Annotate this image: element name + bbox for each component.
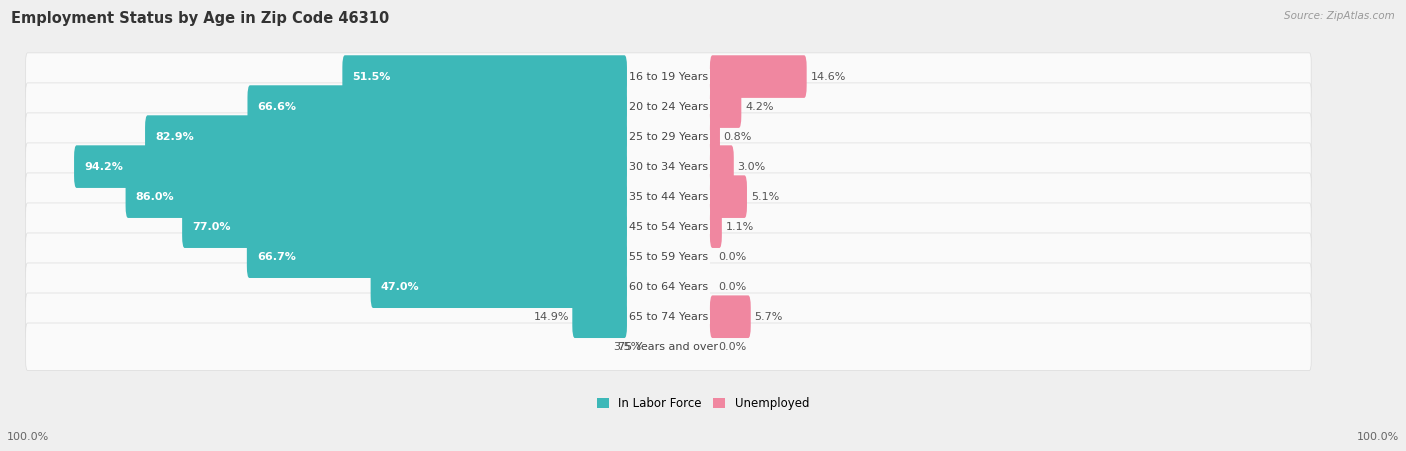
FancyBboxPatch shape	[183, 205, 627, 248]
Text: 82.9%: 82.9%	[155, 132, 194, 142]
Text: 0.0%: 0.0%	[718, 252, 747, 262]
Text: 16 to 19 Years: 16 to 19 Years	[628, 72, 709, 82]
Text: Source: ZipAtlas.com: Source: ZipAtlas.com	[1284, 11, 1395, 21]
Text: 3.5%: 3.5%	[613, 342, 641, 352]
Text: 45 to 54 Years: 45 to 54 Years	[628, 221, 709, 232]
FancyBboxPatch shape	[25, 83, 1312, 130]
FancyBboxPatch shape	[371, 265, 627, 308]
Text: 94.2%: 94.2%	[84, 161, 122, 172]
Text: 66.6%: 66.6%	[257, 101, 297, 111]
FancyBboxPatch shape	[25, 53, 1312, 100]
Text: 35 to 44 Years: 35 to 44 Years	[628, 192, 709, 202]
Text: 75 Years and over: 75 Years and over	[619, 342, 718, 352]
Text: 30 to 34 Years: 30 to 34 Years	[628, 161, 709, 172]
Text: 5.1%: 5.1%	[751, 192, 779, 202]
FancyBboxPatch shape	[145, 115, 627, 158]
FancyBboxPatch shape	[25, 233, 1312, 281]
Text: 47.0%: 47.0%	[381, 282, 419, 292]
Text: 100.0%: 100.0%	[1357, 432, 1399, 442]
Text: 77.0%: 77.0%	[193, 221, 231, 232]
Text: 25 to 29 Years: 25 to 29 Years	[628, 132, 709, 142]
Legend: In Labor Force, Unemployed: In Labor Force, Unemployed	[598, 397, 808, 410]
FancyBboxPatch shape	[25, 203, 1312, 250]
FancyBboxPatch shape	[75, 145, 627, 188]
Text: Employment Status by Age in Zip Code 46310: Employment Status by Age in Zip Code 463…	[11, 11, 389, 26]
Text: 5.7%: 5.7%	[755, 312, 783, 322]
Text: 1.1%: 1.1%	[725, 221, 754, 232]
Text: 86.0%: 86.0%	[135, 192, 174, 202]
Text: 0.0%: 0.0%	[718, 282, 747, 292]
Text: 4.2%: 4.2%	[745, 101, 773, 111]
Text: 51.5%: 51.5%	[353, 72, 391, 82]
FancyBboxPatch shape	[572, 295, 627, 338]
FancyBboxPatch shape	[25, 173, 1312, 221]
Text: 60 to 64 Years: 60 to 64 Years	[628, 282, 709, 292]
FancyBboxPatch shape	[25, 263, 1312, 310]
Text: 65 to 74 Years: 65 to 74 Years	[628, 312, 709, 322]
Text: 20 to 24 Years: 20 to 24 Years	[628, 101, 709, 111]
FancyBboxPatch shape	[710, 295, 751, 338]
Text: 66.7%: 66.7%	[257, 252, 295, 262]
Text: 55 to 59 Years: 55 to 59 Years	[628, 252, 709, 262]
FancyBboxPatch shape	[25, 293, 1312, 341]
Text: 3.0%: 3.0%	[738, 161, 766, 172]
FancyBboxPatch shape	[342, 55, 627, 98]
FancyBboxPatch shape	[710, 85, 741, 128]
Text: 14.9%: 14.9%	[534, 312, 569, 322]
FancyBboxPatch shape	[25, 323, 1312, 370]
Text: 100.0%: 100.0%	[7, 432, 49, 442]
Text: 14.6%: 14.6%	[810, 72, 846, 82]
Text: 0.8%: 0.8%	[724, 132, 752, 142]
FancyBboxPatch shape	[125, 175, 627, 218]
FancyBboxPatch shape	[710, 115, 720, 158]
FancyBboxPatch shape	[25, 143, 1312, 190]
FancyBboxPatch shape	[247, 85, 627, 128]
FancyBboxPatch shape	[710, 55, 807, 98]
FancyBboxPatch shape	[710, 205, 721, 248]
FancyBboxPatch shape	[710, 145, 734, 188]
FancyBboxPatch shape	[710, 175, 747, 218]
FancyBboxPatch shape	[25, 113, 1312, 160]
FancyBboxPatch shape	[247, 235, 627, 278]
Text: 0.0%: 0.0%	[718, 342, 747, 352]
